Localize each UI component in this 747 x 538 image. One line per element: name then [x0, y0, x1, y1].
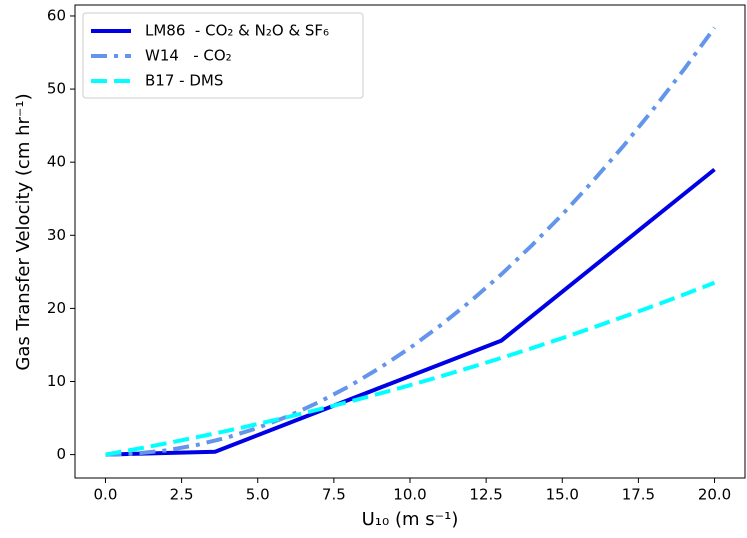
legend-box	[82, 12, 364, 99]
y-axis-label: Gas Transfer Velocity (cm hr⁻¹)	[13, 93, 34, 370]
y-tick-label: 10	[47, 372, 66, 390]
y-tick-label: 60	[47, 6, 66, 24]
x-tick-label: 2.5	[170, 486, 194, 504]
x-tick-label: 20.0	[698, 486, 731, 504]
x-tick-label: 12.5	[469, 486, 502, 504]
y-tick-label: 20	[47, 299, 66, 317]
y-tick-label: 0	[56, 445, 66, 463]
legend-label: W14 - CO₂	[145, 47, 232, 65]
x-tick-label: 0.0	[94, 486, 118, 504]
x-tick-label: 15.0	[546, 486, 579, 504]
y-tick-label: 50	[47, 80, 66, 98]
x-tick-label: 10.0	[393, 486, 426, 504]
x-tick-label: 5.0	[246, 486, 270, 504]
legend-label: LM86 - CO₂ & N₂O & SF₆	[145, 22, 329, 40]
data-line	[105, 26, 717, 457]
x-tick-label: 7.5	[322, 486, 346, 504]
data-line	[105, 167, 716, 457]
y-tick-label: 40	[47, 153, 66, 171]
x-tick-label: 17.5	[622, 486, 655, 504]
legend-label: B17 - DMS	[145, 72, 223, 90]
y-tick-label: 30	[47, 226, 66, 244]
x-axis-label: U₁₀ (m s⁻¹)	[362, 509, 459, 530]
data-line	[105, 280, 716, 457]
